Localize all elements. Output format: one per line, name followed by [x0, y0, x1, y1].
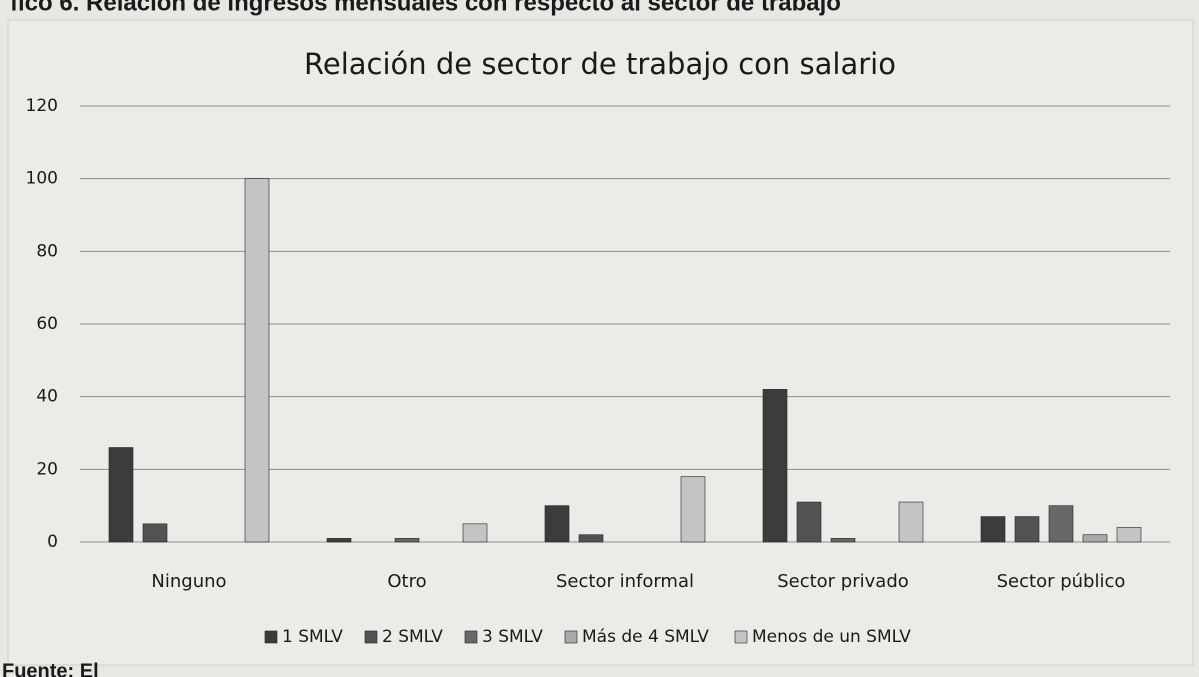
bar [544, 505, 570, 543]
legend-swatch [464, 630, 478, 644]
legend-swatch [364, 630, 378, 644]
legend-swatch [734, 630, 748, 644]
bar [326, 538, 352, 543]
bar [830, 538, 856, 543]
x-tick-label: Sector informal [556, 571, 694, 592]
legend-label: 1 SMLV [282, 627, 343, 647]
x-tick-label: Sector público [997, 571, 1126, 592]
bar [796, 501, 822, 543]
y-tick-label: 20 [36, 459, 58, 479]
x-tick-label: Sector privado [777, 571, 909, 592]
legend-label: Menos de un SMLV [752, 627, 911, 647]
chart-frame [7, 19, 1194, 666]
x-tick-label: Ninguno [151, 571, 226, 592]
bar [578, 534, 604, 543]
legend-label: 3 SMLV [482, 627, 543, 647]
legend-label: Más de 4 SMLV [582, 627, 709, 647]
legend-label: 2 SMLV [382, 627, 443, 647]
bar [394, 538, 420, 543]
x-tick-label: Otro [387, 571, 426, 592]
bar [1048, 505, 1074, 543]
bar [244, 178, 270, 543]
bar [462, 523, 488, 543]
bar [898, 501, 924, 543]
bar [980, 516, 1006, 543]
legend-swatch [264, 630, 278, 644]
y-tick-label: 80 [36, 241, 58, 261]
bar [1116, 527, 1142, 543]
bar [142, 523, 168, 543]
chart-title: Relación de sector de trabajo con salari… [304, 47, 896, 81]
legend-swatch [564, 630, 578, 644]
bar [680, 476, 706, 543]
source-note: Fuente: El [2, 660, 99, 677]
y-tick-label: 100 [26, 169, 58, 189]
y-tick-label: 0 [47, 532, 58, 552]
bar [1082, 534, 1108, 543]
bar [762, 389, 788, 543]
bar [108, 447, 134, 543]
y-tick-label: 60 [36, 314, 58, 334]
bar [1014, 516, 1040, 543]
y-tick-label: 40 [36, 387, 58, 407]
page-heading: fico 6. Relación de ingresos mensuales c… [10, 0, 841, 16]
y-tick-label: 120 [26, 96, 58, 116]
